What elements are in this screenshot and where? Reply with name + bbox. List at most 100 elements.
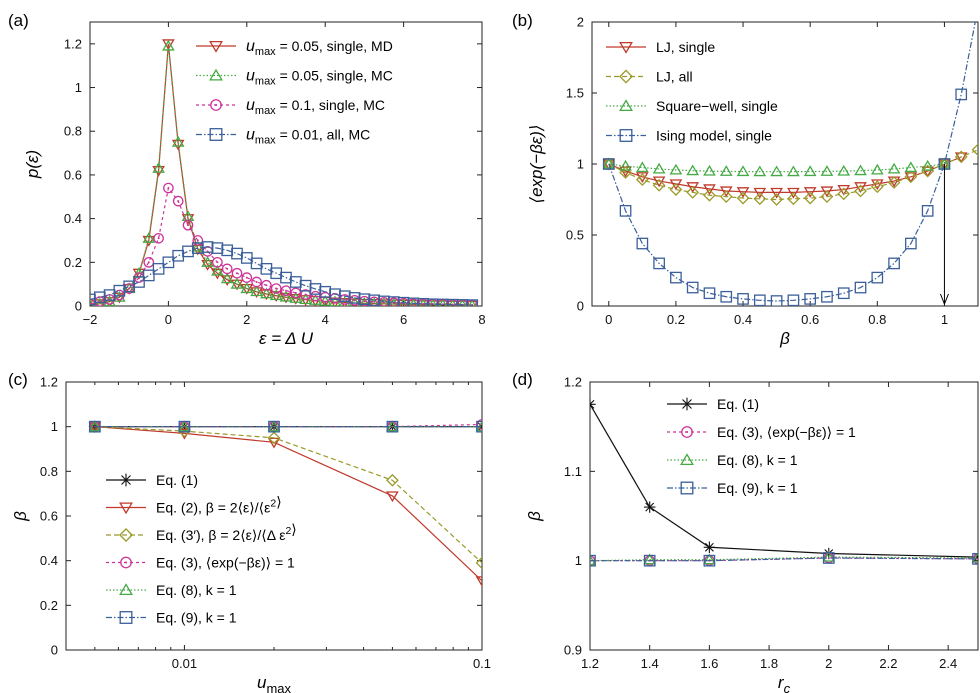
- x-tick-label: −2: [83, 312, 98, 327]
- y-axis-label: β: [11, 511, 30, 522]
- y-tick-label: 0: [75, 299, 82, 314]
- y-tick-label: 1.1: [564, 464, 582, 479]
- y-tick-label: 0.2: [40, 598, 58, 613]
- panel-label: (c): [8, 370, 28, 389]
- data-point: [837, 287, 850, 300]
- data-point: [971, 143, 978, 157]
- data-point: [905, 237, 917, 250]
- legend-entry: umax = 0.01, all, MC: [196, 127, 370, 147]
- data-point: [466, 299, 479, 306]
- y-tick-label: 1.2: [64, 36, 82, 51]
- x-tick-label: 1.4: [641, 656, 659, 671]
- x-tick-label: 1.2: [581, 656, 599, 671]
- series-d-3: [590, 552, 978, 567]
- y-tick-label: 0.8: [40, 464, 58, 479]
- data-point: [152, 166, 165, 177]
- data-point: [837, 187, 851, 201]
- data-point: [163, 182, 174, 194]
- data-point: [820, 165, 834, 176]
- data-point: [736, 191, 750, 205]
- data-point: [719, 190, 733, 204]
- data-point: [703, 554, 716, 567]
- data-point: [904, 170, 918, 184]
- data-point: [268, 420, 280, 433]
- y-tick-label: 0: [51, 643, 58, 658]
- legend-label: Eq. (9), k = 1: [717, 480, 798, 496]
- data-point: [280, 285, 292, 297]
- data-point: [770, 165, 783, 177]
- data-point: [182, 219, 194, 231]
- data-point: [240, 252, 253, 264]
- x-tick-label: 0.01: [172, 656, 197, 671]
- data-point: [820, 186, 834, 198]
- data-point: [602, 157, 616, 169]
- legend: umax = 0.05, single, MD umax = 0.05, sing…: [196, 38, 393, 147]
- series-line: [94, 426, 482, 582]
- y-tick-label: 0.8: [64, 124, 82, 139]
- data-point: [653, 257, 665, 270]
- legend-entry: Eq. (3), ⟨exp(−βε)⟩ = 1: [106, 555, 295, 571]
- legend: Eq. (1) Eq. (2), β = 2⟨ε⟩/⟨ε2⟩ Eq. (3′), β…: [106, 472, 297, 626]
- series-b-0: [602, 152, 968, 199]
- x-tick-label: 0: [605, 312, 612, 327]
- data-point: [359, 297, 370, 306]
- x-tick-label: 0.8: [868, 312, 886, 327]
- data-point: [686, 182, 700, 193]
- legend-label: Eq. (3′), β = 2⟨ε⟩/⟨Δ ε2⟩: [156, 521, 297, 543]
- data-point: [770, 187, 783, 199]
- y-tick-label: 0: [577, 299, 584, 314]
- data-point: [636, 237, 649, 250]
- y-tick-label: 0.6: [40, 509, 58, 524]
- data-point: [191, 240, 205, 252]
- y-tick-label: 2: [577, 15, 584, 30]
- data-point: [871, 271, 884, 284]
- data-point: [590, 398, 596, 411]
- data-point: [201, 256, 214, 267]
- plot-frame: [89, 21, 483, 307]
- data-point: [703, 541, 716, 553]
- legend-label: Eq. (8), k = 1: [717, 452, 798, 468]
- data-point: [643, 553, 657, 565]
- y-tick-label: 0.6: [64, 167, 82, 182]
- series-line: [608, 163, 945, 173]
- legend-entry: Eq. (9), k = 1: [106, 610, 237, 626]
- legend-label: LJ, single: [656, 39, 715, 55]
- y-tick-label: 0.4: [40, 553, 58, 568]
- data-point: [162, 256, 175, 269]
- data-point: [152, 162, 165, 173]
- data-point: [954, 150, 968, 164]
- data-point: [379, 297, 389, 306]
- data-point: [251, 276, 262, 288]
- y-tick-label: 0.4: [64, 211, 82, 226]
- panel-b: 0 0.2 0.4 0.6 0.8 1 0 0.5 1 1.5 2 (b) β ⟨exp(−βε)⟩ LJ,…: [512, 11, 979, 348]
- data-point: [652, 162, 666, 174]
- data-point: [686, 164, 700, 176]
- data-point: [133, 276, 145, 288]
- data-point: [753, 187, 767, 199]
- data-point: [619, 205, 632, 217]
- data-point: [770, 193, 783, 206]
- x-tick-label: 1.8: [760, 656, 778, 671]
- x-axis-label: ε = Δ U: [259, 329, 314, 348]
- data-point: [821, 290, 833, 303]
- data-point: [261, 279, 272, 291]
- data-point: [289, 292, 303, 303]
- y-tick-label: 1.2: [40, 375, 58, 390]
- legend-entry: LJ, all: [606, 69, 693, 85]
- data-point: [703, 188, 716, 202]
- y-tick-label: 1: [51, 419, 58, 434]
- series-b-1: [602, 143, 978, 206]
- legend-label: Eq. (8), k = 1: [156, 582, 237, 598]
- data-point: [921, 166, 934, 178]
- data-point: [220, 275, 234, 287]
- data-point: [290, 287, 302, 299]
- x-tick-label: 2.4: [939, 656, 957, 671]
- legend: LJ, single LJ, all Square−well, single Isin…: [606, 39, 778, 144]
- x-tick-label: 8: [478, 312, 485, 327]
- data-point: [231, 267, 243, 279]
- data-point: [475, 576, 482, 587]
- data-point: [172, 249, 185, 262]
- legend-label: umax = 0.05, single, MD: [246, 38, 393, 58]
- data-point: [921, 205, 934, 217]
